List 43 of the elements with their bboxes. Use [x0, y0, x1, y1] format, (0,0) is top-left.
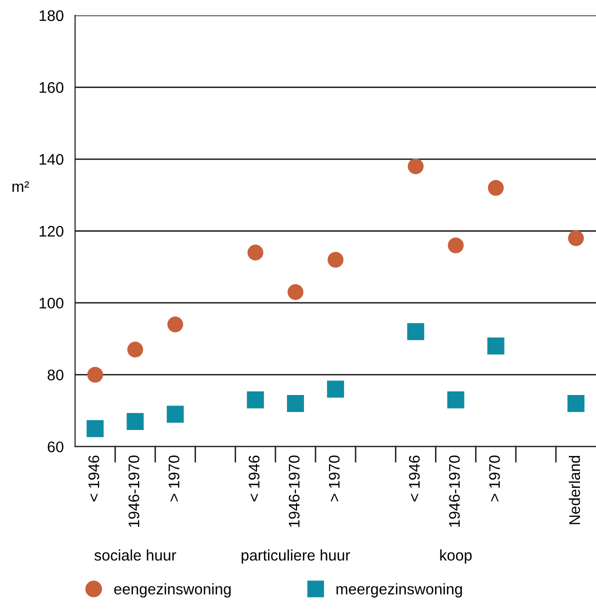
point	[247, 244, 264, 260]
x-tick-label: < 1946	[248, 456, 260, 502]
x-tick-label: > 1970	[168, 456, 180, 502]
point	[167, 316, 184, 332]
y-tick-label: 160	[40, 82, 64, 93]
point	[166, 406, 184, 423]
point	[487, 337, 504, 354]
point	[568, 230, 584, 246]
y-tick-label: 60	[48, 441, 64, 452]
text: particuliere huur	[242, 549, 350, 564]
text: koop	[440, 549, 472, 564]
y-axis-title: m²	[12, 181, 30, 192]
point	[288, 284, 304, 300]
point	[488, 180, 504, 196]
point	[327, 380, 344, 398]
point	[407, 323, 424, 340]
legend-label: meergezinswoning	[336, 583, 462, 598]
y-tick-label: 180	[40, 10, 64, 22]
point	[448, 237, 464, 254]
text: sociale huur	[94, 549, 176, 561]
point	[408, 158, 424, 174]
point	[447, 391, 464, 408]
point	[87, 366, 104, 383]
x-tick-label: 1946-1970	[449, 456, 460, 527]
point	[286, 394, 304, 412]
x-tick-label: > 1970	[489, 456, 500, 502]
x-tick-label: 1946-1970	[128, 456, 140, 527]
point	[246, 391, 264, 408]
y-tick-label: 80	[48, 370, 64, 380]
x-tick-label: < 1946	[408, 456, 420, 502]
point	[86, 420, 104, 438]
point	[127, 342, 144, 358]
x-tick-label: 1946-1970	[288, 456, 300, 527]
x-tick-label: > 1970	[328, 456, 340, 502]
y-tick-label: 140	[40, 154, 64, 165]
y-tick-label: 100	[40, 298, 64, 309]
point	[126, 412, 144, 430]
point	[567, 394, 584, 412]
point	[328, 252, 344, 268]
legend-label: eengezinswoning	[114, 583, 231, 598]
y-tick-label: 120	[40, 226, 64, 237]
x-tick-label: Nederland	[568, 456, 580, 524]
x-tick-label: < 1946	[88, 456, 100, 502]
